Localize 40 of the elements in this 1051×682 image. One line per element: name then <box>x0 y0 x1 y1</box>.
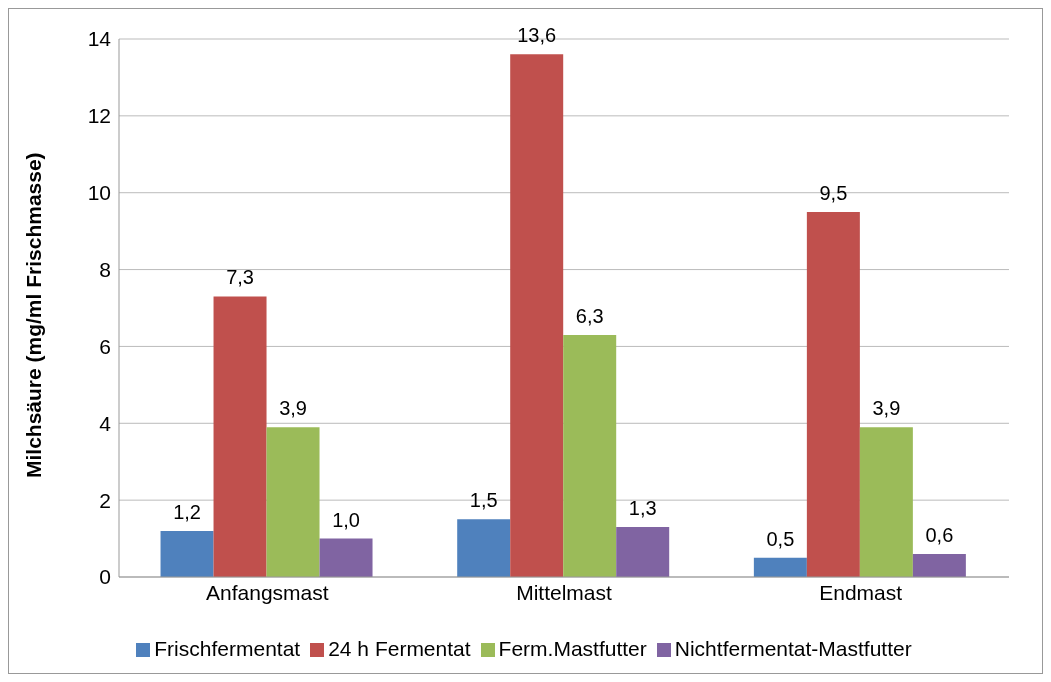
data-label: 1,3 <box>628 497 657 520</box>
legend-label: Ferm.Mastfutter <box>498 637 647 660</box>
data-label: 13,6 <box>517 24 557 47</box>
bar <box>859 427 913 577</box>
bar <box>806 211 860 577</box>
x-tick-label: Mittelmast <box>516 580 612 604</box>
bar <box>160 530 214 577</box>
data-label: 1,5 <box>469 489 498 512</box>
bar <box>319 538 373 577</box>
y-tick-label: 8 <box>99 258 111 282</box>
data-label: 1,2 <box>173 500 201 523</box>
data-label: 0,5 <box>766 527 795 550</box>
data-label: 3,9 <box>872 397 901 420</box>
legend-label: 24 h Fermentat <box>328 637 471 660</box>
y-tick-label: 0 <box>99 565 111 589</box>
bar <box>510 54 564 577</box>
data-label: 6,3 <box>575 304 604 327</box>
y-tick-label: 2 <box>99 488 111 512</box>
bar <box>563 334 617 577</box>
bar <box>213 296 267 577</box>
bar <box>616 527 670 577</box>
x-tick-label: Anfangsmast <box>206 580 329 604</box>
bar <box>753 557 807 577</box>
y-tick-label: 10 <box>87 181 111 205</box>
data-label: 0,6 <box>925 523 954 546</box>
data-label: 7,3 <box>226 266 254 289</box>
y-tick-label: 4 <box>99 411 112 435</box>
y-tick-label: 6 <box>99 334 111 358</box>
data-label: 3,9 <box>279 397 307 420</box>
y-axis-title: Milchsäure (mg/ml Frischmasse) <box>22 152 46 478</box>
x-tick-label: Endmast <box>819 580 903 604</box>
y-tick-label: 14 <box>87 27 112 51</box>
bar <box>266 427 320 577</box>
legend-label: Nichtfermentat-Mastfutter <box>674 637 912 660</box>
legend-label: Frischfermentat <box>154 637 301 660</box>
data-label: 1,0 <box>332 508 360 531</box>
data-label: 9,5 <box>819 181 848 204</box>
bar <box>912 553 966 577</box>
y-tick-label: 12 <box>87 104 111 128</box>
bar <box>457 519 511 577</box>
